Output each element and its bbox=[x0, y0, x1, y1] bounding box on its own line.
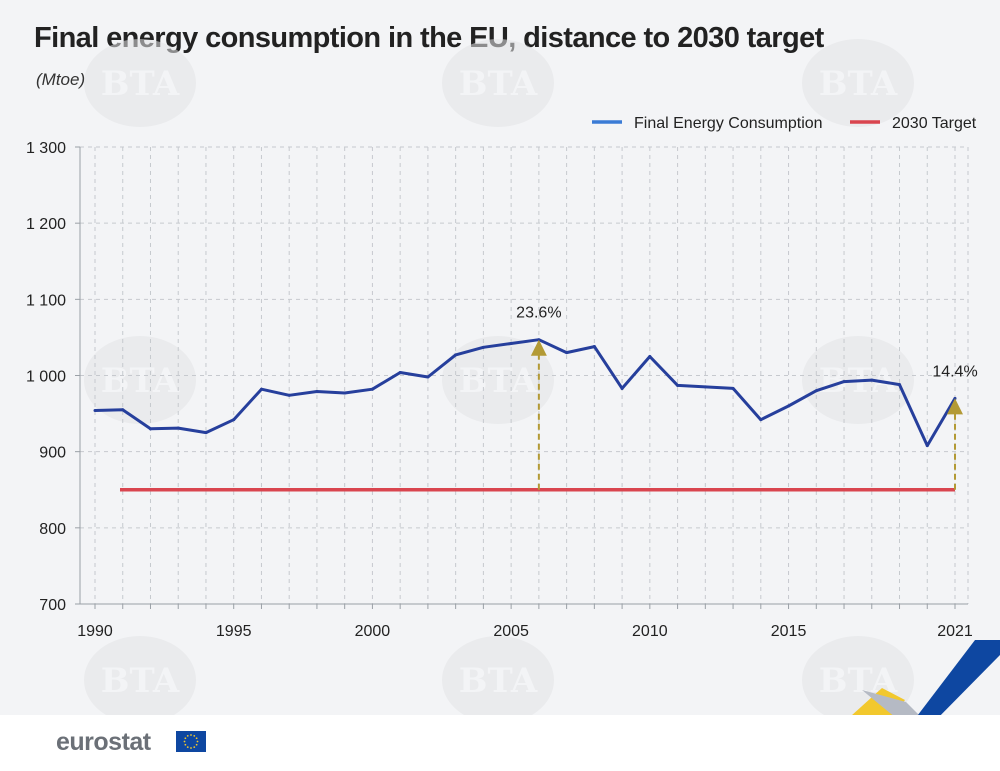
watermark-badge bbox=[84, 636, 196, 724]
data-point-1995 bbox=[232, 418, 236, 422]
eu-star-0 bbox=[196, 740, 199, 743]
eu-star-6 bbox=[183, 740, 186, 743]
data-point-1992 bbox=[148, 427, 152, 431]
x-axis-ticks: 1990 1995 2000 2005 2010 2015 2021 bbox=[77, 604, 973, 640]
data-point-2014 bbox=[759, 418, 763, 422]
data-point-2020 bbox=[925, 444, 929, 448]
unit-label: (Mtoe) bbox=[36, 70, 86, 89]
y-tick-label: 900 bbox=[39, 445, 66, 462]
watermark-badge bbox=[442, 39, 554, 127]
annotation-arrowhead-0 bbox=[530, 339, 547, 356]
data-point-2017 bbox=[842, 380, 846, 384]
legend: Final Energy Consumption 2030 Target bbox=[592, 115, 977, 132]
watermark-6: BTA bbox=[84, 636, 196, 724]
eu-star-2 bbox=[193, 746, 196, 749]
x-tick-label: 2000 bbox=[355, 623, 391, 640]
watermark-4: BTA bbox=[442, 336, 554, 424]
watermark-text: BTA bbox=[459, 661, 538, 701]
data-point-2013 bbox=[731, 386, 735, 390]
y-tick-label: 700 bbox=[39, 597, 66, 614]
watermark-2: BTA bbox=[802, 39, 914, 127]
y-tick-label: 800 bbox=[39, 521, 66, 538]
watermark-text: BTA bbox=[459, 64, 538, 104]
data-point-1997 bbox=[287, 393, 291, 397]
watermark-3: BTA bbox=[84, 336, 196, 424]
legend-label-final-energy: Final Energy Consumption bbox=[634, 115, 823, 132]
eu-star-8 bbox=[186, 734, 189, 737]
data-point-2007 bbox=[565, 351, 569, 355]
eurostat-logo: eurostat bbox=[56, 728, 151, 756]
data-point-2015 bbox=[787, 404, 791, 408]
watermark-1: BTA bbox=[442, 39, 554, 127]
x-tick-label: 2005 bbox=[493, 623, 529, 640]
data-point-2009 bbox=[620, 386, 624, 390]
data-point-1998 bbox=[315, 389, 319, 393]
data-point-2004 bbox=[481, 345, 485, 349]
eu-star-3 bbox=[190, 747, 192, 749]
y-tick-label: 1 200 bbox=[26, 216, 66, 233]
data-point-2005 bbox=[509, 342, 513, 346]
data-point-1994 bbox=[204, 431, 208, 435]
x-tick-label: 1990 bbox=[77, 623, 113, 640]
watermark-text: BTA bbox=[101, 661, 180, 701]
data-point-2016 bbox=[814, 389, 818, 393]
eu-star-1 bbox=[195, 743, 198, 746]
footer-bar bbox=[0, 715, 1000, 771]
eu-star-5 bbox=[184, 743, 187, 746]
data-point-1996 bbox=[259, 387, 263, 391]
data-point-2019 bbox=[898, 383, 902, 387]
annotation-label-1: 14.4% bbox=[932, 363, 977, 380]
eu-star-10 bbox=[193, 734, 196, 737]
eu-star-9 bbox=[190, 734, 192, 736]
y-tick-label: 1 100 bbox=[26, 292, 66, 309]
watermark-badge bbox=[802, 39, 914, 127]
y-tick-label: 1 300 bbox=[26, 140, 66, 157]
chart-grid bbox=[80, 146, 969, 604]
watermark-text: BTA bbox=[459, 361, 538, 401]
watermark-badge bbox=[84, 39, 196, 127]
watermark-text: BTA bbox=[819, 64, 898, 104]
data-point-2003 bbox=[454, 353, 458, 357]
ribbon-blue bbox=[908, 640, 1000, 728]
data-point-2001 bbox=[398, 370, 402, 374]
watermark-badge bbox=[84, 336, 196, 424]
data-point-2010 bbox=[648, 354, 652, 358]
x-tick-label: 2015 bbox=[771, 623, 807, 640]
data-point-1999 bbox=[343, 391, 347, 395]
watermark-badge bbox=[442, 336, 554, 424]
data-point-2018 bbox=[870, 378, 874, 382]
data-point-2008 bbox=[592, 345, 596, 349]
data-point-1993 bbox=[176, 426, 180, 430]
annotation-label-0: 23.6% bbox=[516, 305, 561, 322]
annotation-layer: 23.6% 14.4% bbox=[516, 305, 978, 490]
x-tick-label: 2010 bbox=[632, 623, 668, 640]
watermark-text: BTA bbox=[101, 361, 180, 401]
y-tick-label: 1 000 bbox=[26, 369, 66, 386]
data-point-2000 bbox=[370, 387, 374, 391]
eu-star-4 bbox=[186, 746, 189, 749]
watermark-text: BTA bbox=[101, 64, 180, 104]
data-point-1990 bbox=[93, 409, 97, 413]
eu-star-11 bbox=[195, 737, 198, 740]
series-line-final-energy bbox=[94, 338, 957, 448]
data-point-1991 bbox=[121, 408, 125, 412]
eu-star-7 bbox=[184, 737, 187, 740]
data-point-2011 bbox=[676, 383, 680, 387]
x-tick-label: 2021 bbox=[937, 623, 973, 640]
watermark-badge bbox=[442, 636, 554, 724]
data-point-2012 bbox=[703, 385, 707, 389]
series-layer bbox=[93, 338, 957, 492]
watermark-0: BTA bbox=[84, 39, 196, 127]
annotation-arrowhead-1 bbox=[947, 398, 963, 415]
legend-label-2030-target: 2030 Target bbox=[892, 115, 977, 132]
eu-flag-icon bbox=[176, 731, 206, 752]
y-axis-ticks: 700 800 900 1 000 1 100 1 200 1 300 bbox=[26, 140, 80, 614]
watermark-7: BTA bbox=[442, 636, 554, 724]
x-tick-label: 1995 bbox=[216, 623, 252, 640]
data-point-2002 bbox=[426, 375, 430, 379]
